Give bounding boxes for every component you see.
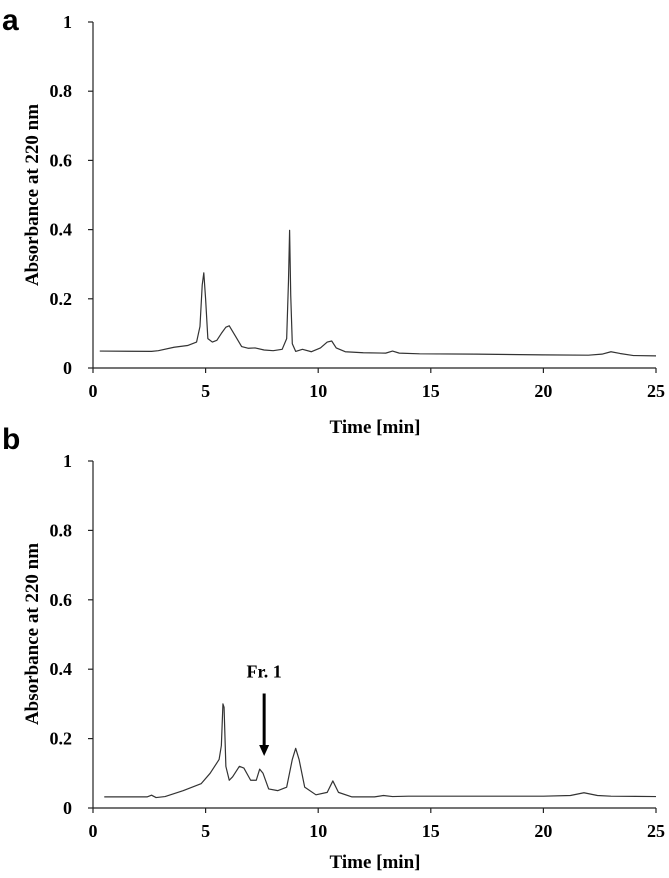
y-axis-title: Absorbance at 220 nm xyxy=(22,543,43,725)
chromatogram-line xyxy=(104,703,657,799)
panel-label: b xyxy=(2,423,20,456)
x-axis-title: Time [min] xyxy=(330,417,421,438)
x-tick-label: 25 xyxy=(647,821,665,841)
x-tick-label: 10 xyxy=(309,381,327,401)
y-tick-label: 1 xyxy=(63,451,72,471)
y-tick-label: 0 xyxy=(63,798,72,818)
panel-a: a Absorbance at 220 nm Time [min] 0 0.2 0.… xyxy=(2,4,665,438)
x-tick-label: 10 xyxy=(309,821,327,841)
chromatogram-line xyxy=(99,229,657,357)
y-tick-label: 0.6 xyxy=(50,590,73,610)
y-tick-label: 0.4 xyxy=(50,220,73,240)
x-tick-label: 25 xyxy=(647,381,665,401)
x-tick-label: 20 xyxy=(534,381,552,401)
y-tick-label: 0.6 xyxy=(50,150,73,170)
panel-label: a xyxy=(2,4,19,37)
y-tick-label: 0.4 xyxy=(50,659,73,679)
x-tick-label: 15 xyxy=(422,821,440,841)
y-axis-title: Absorbance at 220 nm xyxy=(22,104,43,286)
x-tick-label: 15 xyxy=(422,381,440,401)
y-tick-label: 0.8 xyxy=(50,520,73,540)
x-tick-label: 5 xyxy=(201,381,210,401)
x-tick-label: 0 xyxy=(89,381,98,401)
y-tick-label: 1 xyxy=(63,12,72,32)
x-tick-label: 20 xyxy=(534,821,552,841)
y-tick-label: 0.2 xyxy=(50,289,73,309)
y-tick-label: 0.8 xyxy=(50,81,73,101)
x-axis-title: Time [min] xyxy=(330,852,421,873)
x-tick-label: 0 xyxy=(89,821,98,841)
panel-b: b Absorbance at 220 nm Time [min] 0 0.2 0.… xyxy=(2,423,665,873)
annotation-label: Fr. 1 xyxy=(246,661,281,681)
annotation-arrow-head xyxy=(259,744,270,756)
x-tick-label: 5 xyxy=(201,821,210,841)
y-tick-label: 0 xyxy=(63,358,72,378)
y-tick-label: 0.2 xyxy=(50,729,73,749)
